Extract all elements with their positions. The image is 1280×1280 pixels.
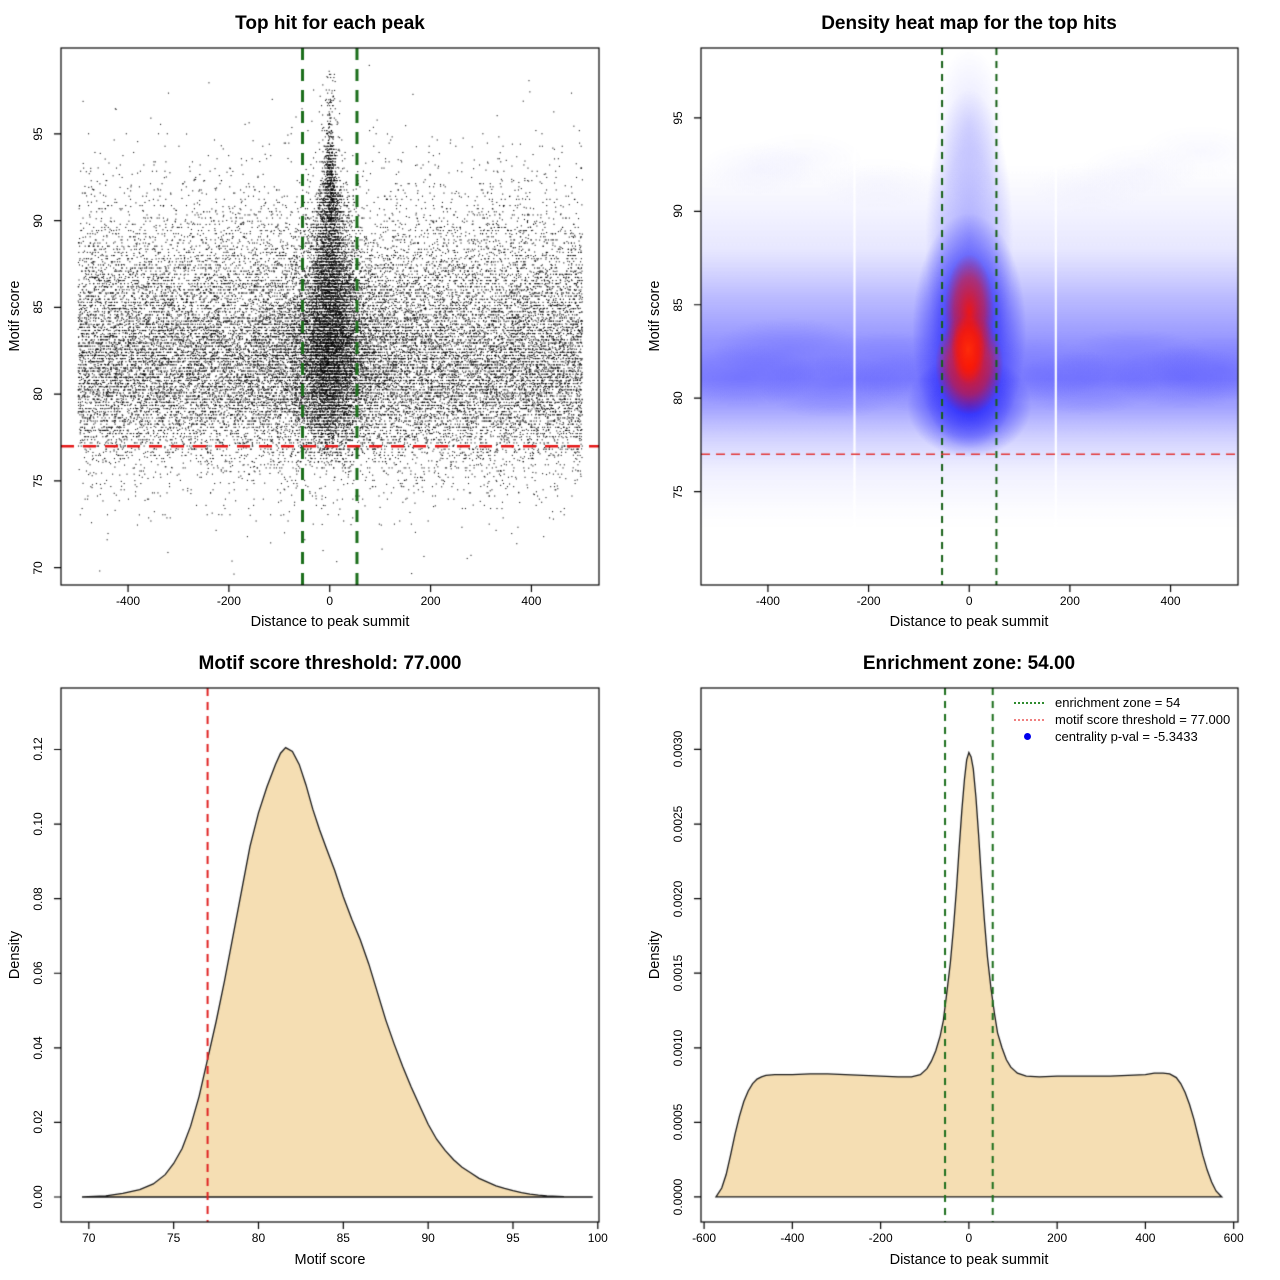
tick-label: 0.04 [31, 1036, 45, 1060]
legend-item-score-threshold: motif score threshold = 77.000 [1014, 711, 1230, 728]
tick-label: 600 [1223, 1231, 1244, 1245]
legend-item-centrality-pval: centrality p-val = -5.3433 [1014, 728, 1230, 745]
tick-label: 80 [251, 1231, 266, 1245]
tick-label: 0.0010 [671, 1029, 685, 1067]
legend-key-green-dotted-line [1014, 701, 1044, 704]
panel-heatmap-title: Density heat map for the top hits [821, 13, 1117, 34]
tick-label: 85 [336, 1231, 350, 1245]
tick-label: 75 [671, 484, 685, 499]
tick-label: 0.0025 [671, 805, 685, 843]
tick-label: -400 [780, 1231, 805, 1245]
panel-score-density-title: Motif score threshold: 77.000 [198, 653, 462, 674]
tick-label: -600 [692, 1231, 717, 1245]
panel-enrichment-ylabel: Density [647, 930, 663, 980]
tick-label: 100 [587, 1231, 608, 1245]
tick-label: -200 [216, 594, 241, 608]
tick-label: 85 [671, 298, 685, 312]
legend-label: motif score threshold = 77.000 [1055, 712, 1231, 727]
tick-label: 0.10 [31, 812, 45, 836]
tick-label: 0.0000 [671, 1178, 685, 1216]
tick-label: 0.0030 [671, 731, 685, 768]
tick-label: 70 [31, 560, 45, 575]
tick-label: -400 [116, 594, 141, 608]
panel-scatter-xlabel: Distance to peak summit [250, 614, 410, 630]
tick-label: 200 [420, 594, 441, 608]
tick-label: 0.06 [31, 961, 45, 985]
tick-label: 70 [82, 1231, 96, 1245]
tick-label: 400 [521, 594, 542, 608]
tick-label: 0 [965, 594, 973, 608]
tick-label: 0 [326, 594, 334, 608]
tick-label: 0.08 [31, 886, 45, 911]
tick-label: 0.02 [31, 1110, 45, 1135]
tick-label: 95 [31, 127, 45, 141]
tick-label: 95 [671, 111, 685, 125]
tick-label: -200 [868, 1231, 893, 1245]
tick-label: 90 [671, 204, 685, 218]
legend: enrichment zone = 54 motif score thresho… [1014, 694, 1230, 745]
tick-label: 200 [1059, 594, 1080, 608]
legend-key-blue-dot [1024, 733, 1031, 740]
panel-scatter-title: Top hit for each peak [235, 13, 425, 34]
tick-label: -400 [755, 594, 780, 608]
tick-label: 75 [31, 474, 45, 488]
tick-label: 0.0020 [671, 880, 685, 917]
tick-label: 80 [671, 391, 685, 405]
tick-label: 85 [31, 300, 45, 315]
tick-label: 200 [1047, 1231, 1068, 1245]
legend-label: enrichment zone = 54 [1055, 695, 1181, 710]
tick-label: 0.0015 [671, 954, 685, 992]
panel-heatmap-ylabel: Motif score [647, 280, 663, 352]
legend-label: centrality p-val = -5.3433 [1055, 729, 1198, 744]
legend-item-enrichment-zone: enrichment zone = 54 [1014, 694, 1230, 711]
tick-label: 90 [31, 213, 45, 228]
tick-label: 0.00 [31, 1185, 45, 1209]
panel-score-density-xlabel: Motif score [294, 1252, 366, 1268]
tick-label: 80 [31, 387, 45, 401]
panel-enrichment-xlabel: Distance to peak summit [889, 1252, 1049, 1268]
panel-scatter-ylabel: Motif score [7, 280, 23, 352]
tick-label: 90 [421, 1231, 435, 1245]
legend-key-red-dotted-line [1014, 718, 1044, 721]
tick-label: -200 [856, 594, 881, 608]
panel-score-density-ylabel: Density [7, 930, 23, 980]
tick-label: 400 [1135, 1231, 1156, 1245]
panel-enrichment-title: Enrichment zone: 54.00 [862, 653, 1076, 674]
panel-heatmap-xlabel: Distance to peak summit [889, 614, 1049, 630]
tick-label: 0 [965, 1231, 973, 1245]
tick-label: 400 [1160, 594, 1181, 608]
tick-label: 95 [506, 1231, 520, 1245]
tick-label: 75 [166, 1231, 181, 1245]
tick-label: 0.0005 [671, 1104, 685, 1141]
tick-label: 0.12 [31, 737, 45, 762]
